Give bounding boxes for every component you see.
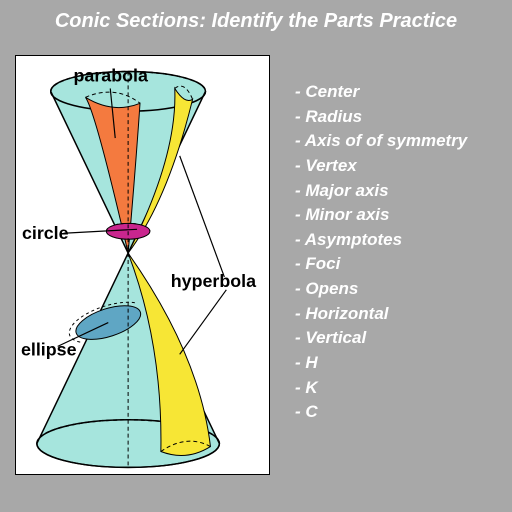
term-item: - Asymptotes <box>295 228 467 253</box>
term-item: - K <box>295 376 467 401</box>
term-item: - C <box>295 400 467 425</box>
term-item: - Vertical <box>295 326 467 351</box>
term-item: - Foci <box>295 252 467 277</box>
label-ellipse: ellipse <box>21 339 77 359</box>
term-item: - Minor axis <box>295 203 467 228</box>
term-item: - Radius <box>295 105 467 130</box>
term-item: - Horizontal <box>295 302 467 327</box>
label-parabola: parabola <box>74 65 149 85</box>
term-item: - H <box>295 351 467 376</box>
term-item: - Major axis <box>295 179 467 204</box>
term-item: - Vertex <box>295 154 467 179</box>
page-title: Conic Sections: Identify the Parts Pract… <box>0 10 512 33</box>
label-circle: circle <box>22 223 69 243</box>
label-hyperbola: hyperbola <box>171 271 257 291</box>
conic-diagram: parabola circle hyperbola ellipse <box>15 55 270 475</box>
term-item: - Center <box>295 80 467 105</box>
terms-list: - Center - Radius - Axis of of symmetry … <box>295 80 467 425</box>
term-item: - Axis of of symmetry <box>295 129 467 154</box>
term-item: - Opens <box>295 277 467 302</box>
